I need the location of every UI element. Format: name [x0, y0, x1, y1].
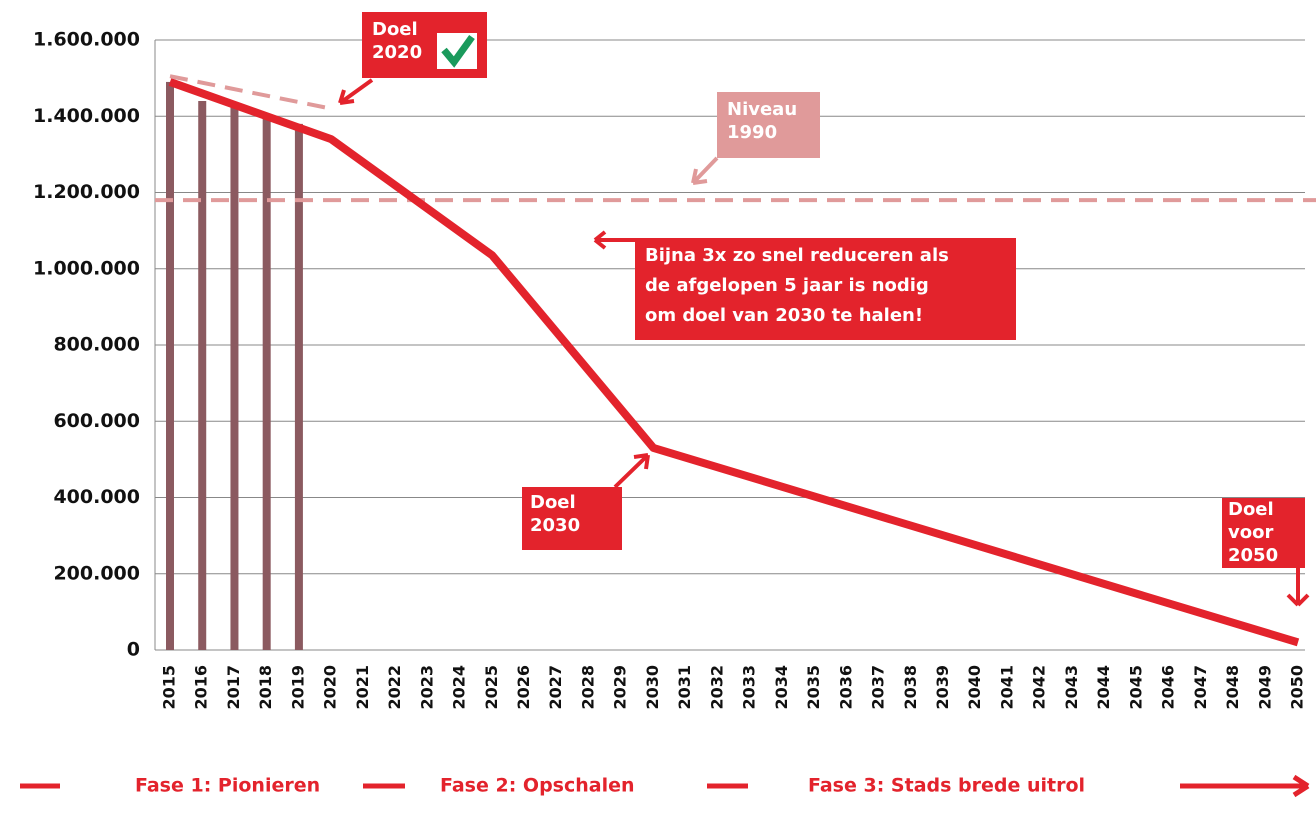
x-tick-label: 2037 — [869, 665, 888, 710]
x-tick-label: 2039 — [933, 665, 952, 710]
annotation: Doel — [1228, 499, 1274, 520]
phase-label: Fase 2: Opschalen — [440, 775, 635, 797]
x-tick-label: 2019 — [288, 665, 307, 710]
annotation-box — [522, 487, 622, 550]
legend-arrow — [1180, 774, 1310, 798]
y-tick-label: 800.000 — [53, 334, 140, 356]
x-tick-label: 2040 — [965, 665, 984, 710]
plot: 0 200.000 400.000 600.000 800.000 1.000.000 1.… — [33, 29, 1316, 710]
y-tick-label: 600.000 — [53, 410, 140, 432]
x-tick-label: 2041 — [997, 665, 1016, 710]
annotation: 2020 — [372, 42, 422, 63]
phase-label: Fase 3: Stads brede uitrol — [808, 775, 1085, 797]
x-tick-label: 2018 — [256, 665, 275, 710]
x-tick-label: 2044 — [1094, 665, 1113, 710]
x-tick-label: 2050 — [1288, 665, 1307, 710]
y-tick-label: 200.000 — [53, 562, 140, 584]
x-tick-label: 2028 — [578, 665, 597, 710]
annotation-box — [717, 92, 820, 158]
x-tick-label: 2032 — [707, 665, 726, 710]
annotation: om doel van 2030 te halen! — [645, 305, 923, 326]
x-tick-label: 2035 — [804, 665, 823, 710]
annotation: de afgelopen 5 jaar is nodig — [645, 275, 929, 296]
x-tick-label: 2027 — [546, 665, 565, 710]
x-tick-label: 2031 — [675, 665, 694, 710]
x-tick-label: 2016 — [192, 665, 211, 710]
annotation: 2050 — [1228, 545, 1278, 566]
arrow — [338, 78, 374, 105]
annotation: 2030 — [530, 515, 580, 536]
y-tick-label: 1.400.000 — [33, 105, 140, 127]
x-tick-label: 2042 — [1030, 665, 1049, 710]
bar — [166, 81, 174, 650]
y-tick-label: 1.600.000 — [33, 29, 140, 51]
x-tick-label: 2015 — [160, 665, 179, 710]
bar — [262, 116, 271, 650]
x-tick-label: 2036 — [836, 665, 855, 710]
line — [168, 78, 1300, 647]
x-tick-label: 2033 — [740, 665, 759, 710]
arrow — [613, 453, 650, 489]
x-tick-label: 2025 — [482, 665, 501, 710]
x-tick-label: 2022 — [385, 665, 404, 710]
annotation: Doel — [530, 492, 576, 513]
annotation-box — [635, 238, 1016, 340]
x-tick-label: 2020 — [321, 665, 340, 710]
x-tick-label: 2017 — [224, 665, 243, 710]
annotation: Doel — [372, 19, 418, 40]
x-tick-label: 2034 — [772, 665, 791, 710]
x-tick-label: 2045 — [1126, 665, 1145, 710]
x-tick-label: 2029 — [611, 665, 630, 710]
x-tick-label: 2048 — [1223, 665, 1242, 710]
arrow — [691, 156, 719, 185]
x-tick-label: 2047 — [1191, 665, 1210, 710]
bar — [230, 104, 239, 650]
annotation: Niveau — [727, 99, 797, 120]
x-tick-label: 2049 — [1255, 665, 1274, 710]
annotation: 1990 — [727, 122, 777, 143]
annotation: Bijna 3x zo snel reduceren als — [645, 245, 949, 266]
arrow — [593, 230, 635, 250]
annotation-box — [1222, 498, 1305, 568]
x-tick-label: 2026 — [514, 665, 533, 710]
check-icon — [441, 34, 475, 68]
x-tick-label: 2021 — [353, 665, 372, 710]
y-tick-label: 0 — [127, 639, 140, 661]
y-tick-label: 1.200.000 — [33, 181, 140, 203]
annotation: voor — [1228, 522, 1273, 543]
arrow — [1286, 568, 1310, 607]
x-tick-label: 2046 — [1159, 665, 1178, 710]
x-tick-label: 2024 — [450, 665, 469, 710]
phase-label: Fase 1: Pionieren — [135, 775, 320, 797]
x-tick-label: 2038 — [901, 665, 920, 710]
bar — [198, 101, 207, 650]
x-tick-label: 2030 — [643, 665, 662, 710]
bar — [294, 123, 303, 650]
y-tick-label: 400.000 — [53, 486, 140, 508]
x-tick-label: 2023 — [417, 665, 436, 710]
x-tick-label: 2043 — [1062, 665, 1081, 710]
y-tick-label: 1.000.000 — [33, 257, 140, 279]
